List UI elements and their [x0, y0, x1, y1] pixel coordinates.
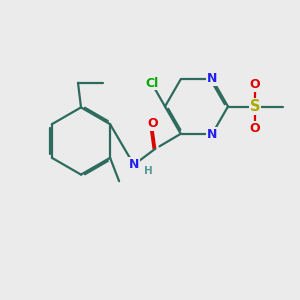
Text: N: N — [128, 158, 139, 171]
Text: N: N — [207, 72, 218, 86]
Text: O: O — [250, 122, 260, 135]
Text: O: O — [250, 78, 260, 92]
Text: S: S — [250, 99, 260, 114]
Text: O: O — [147, 117, 158, 130]
Text: Cl: Cl — [146, 76, 159, 90]
Text: H: H — [144, 166, 152, 176]
Text: N: N — [207, 128, 218, 141]
